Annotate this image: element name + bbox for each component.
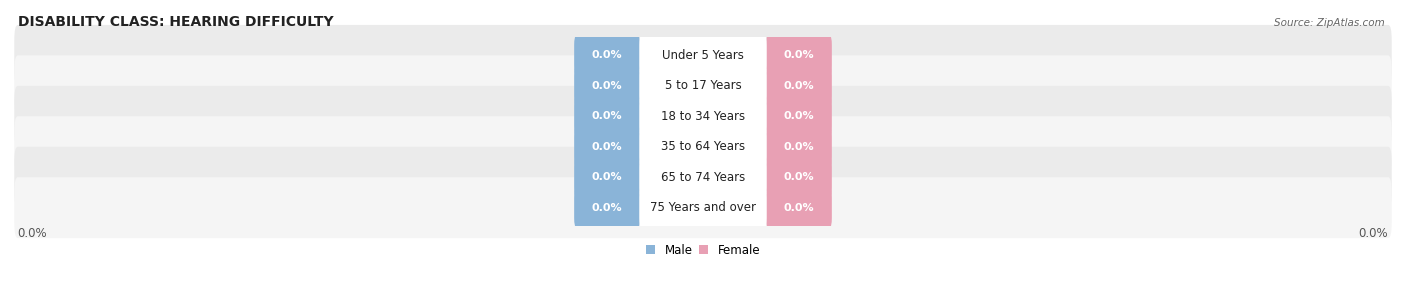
FancyBboxPatch shape xyxy=(640,158,766,197)
FancyBboxPatch shape xyxy=(640,127,766,166)
FancyBboxPatch shape xyxy=(14,86,1392,147)
FancyBboxPatch shape xyxy=(766,66,832,105)
Text: 0.0%: 0.0% xyxy=(592,203,623,213)
FancyBboxPatch shape xyxy=(574,158,640,197)
Text: 65 to 74 Years: 65 to 74 Years xyxy=(661,171,745,184)
Text: Source: ZipAtlas.com: Source: ZipAtlas.com xyxy=(1274,18,1385,28)
Text: 0.0%: 0.0% xyxy=(783,81,814,91)
Text: 0.0%: 0.0% xyxy=(592,50,623,60)
FancyBboxPatch shape xyxy=(14,116,1392,177)
FancyBboxPatch shape xyxy=(766,188,832,227)
FancyBboxPatch shape xyxy=(14,177,1392,238)
Text: DISABILITY CLASS: HEARING DIFFICULTY: DISABILITY CLASS: HEARING DIFFICULTY xyxy=(18,15,333,29)
FancyBboxPatch shape xyxy=(14,147,1392,208)
Text: 0.0%: 0.0% xyxy=(783,111,814,121)
Text: 0.0%: 0.0% xyxy=(1358,227,1388,239)
FancyBboxPatch shape xyxy=(766,158,832,197)
Text: 18 to 34 Years: 18 to 34 Years xyxy=(661,110,745,123)
Text: 75 Years and over: 75 Years and over xyxy=(650,201,756,214)
Text: 35 to 64 Years: 35 to 64 Years xyxy=(661,140,745,153)
FancyBboxPatch shape xyxy=(640,66,766,105)
FancyBboxPatch shape xyxy=(640,188,766,227)
Text: 0.0%: 0.0% xyxy=(783,142,814,152)
Text: 0.0%: 0.0% xyxy=(18,227,48,239)
FancyBboxPatch shape xyxy=(640,36,766,75)
FancyBboxPatch shape xyxy=(574,66,640,105)
Text: 0.0%: 0.0% xyxy=(592,172,623,182)
FancyBboxPatch shape xyxy=(640,97,766,136)
FancyBboxPatch shape xyxy=(574,127,640,166)
Text: 5 to 17 Years: 5 to 17 Years xyxy=(665,79,741,92)
FancyBboxPatch shape xyxy=(766,127,832,166)
Text: Under 5 Years: Under 5 Years xyxy=(662,49,744,62)
Text: 0.0%: 0.0% xyxy=(592,81,623,91)
FancyBboxPatch shape xyxy=(574,188,640,227)
Text: 0.0%: 0.0% xyxy=(592,111,623,121)
FancyBboxPatch shape xyxy=(14,56,1392,116)
FancyBboxPatch shape xyxy=(766,36,832,75)
FancyBboxPatch shape xyxy=(14,25,1392,86)
Text: 0.0%: 0.0% xyxy=(783,172,814,182)
FancyBboxPatch shape xyxy=(574,36,640,75)
Text: 0.0%: 0.0% xyxy=(592,142,623,152)
Text: 0.0%: 0.0% xyxy=(783,50,814,60)
FancyBboxPatch shape xyxy=(574,97,640,136)
FancyBboxPatch shape xyxy=(766,97,832,136)
Text: 0.0%: 0.0% xyxy=(783,203,814,213)
Legend: Male, Female: Male, Female xyxy=(641,239,765,262)
